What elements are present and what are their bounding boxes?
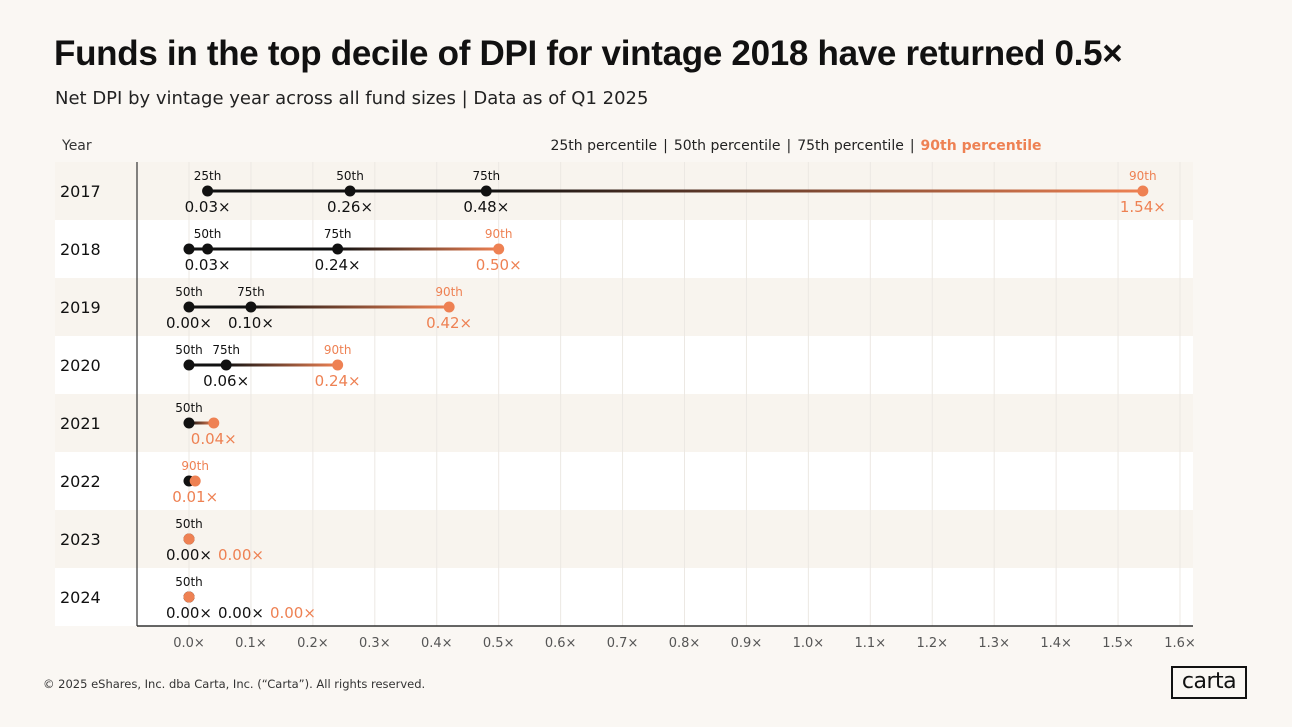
chart-title: Funds in the top decile of DPI for vinta… bbox=[54, 34, 1123, 73]
legend-item-50th: 50th percentile bbox=[673, 138, 781, 154]
x-tick-label: 0.4× bbox=[421, 636, 453, 651]
dot-50th bbox=[183, 359, 195, 371]
dot-25th bbox=[202, 185, 214, 197]
dot-50th bbox=[183, 417, 195, 429]
percentile-label: 50th bbox=[175, 517, 203, 531]
x-tick-label: 0.3× bbox=[359, 636, 391, 651]
x-tick-label: 0.9× bbox=[731, 636, 763, 651]
value-label: 0.48× bbox=[463, 198, 509, 216]
x-tick-label: 0.5× bbox=[483, 636, 515, 651]
percentile-label: 75th bbox=[324, 227, 352, 241]
value-label: 0.24× bbox=[315, 256, 361, 274]
dot-90th bbox=[183, 591, 195, 603]
dot-90th bbox=[332, 359, 344, 371]
percentile-label: 90th bbox=[324, 343, 352, 357]
dot-50th bbox=[344, 185, 356, 197]
percentile-label: 75th bbox=[212, 343, 240, 357]
dot-90th bbox=[443, 301, 455, 313]
value-label: 0.00× bbox=[166, 604, 212, 622]
legend-item-90th: 90th percentile bbox=[920, 138, 1042, 154]
dot-50th bbox=[183, 301, 195, 313]
dot-75th bbox=[245, 301, 257, 313]
year-label: 2021 bbox=[60, 414, 101, 433]
x-tick-label: 0.0× bbox=[173, 636, 205, 651]
value-label: 0.00× bbox=[218, 546, 264, 564]
percentile-label: 50th bbox=[336, 169, 364, 183]
percentile-label: 50th bbox=[175, 343, 203, 357]
dot-90th bbox=[189, 475, 201, 487]
percentile-label: 50th bbox=[194, 227, 222, 241]
row-band bbox=[55, 510, 1193, 568]
dot-90th bbox=[208, 417, 220, 429]
value-label: 0.01× bbox=[172, 488, 218, 506]
value-label: 0.03× bbox=[185, 198, 231, 216]
year-label: 2024 bbox=[60, 588, 101, 607]
value-label: 0.00× bbox=[166, 546, 212, 564]
value-label: 1.54× bbox=[1120, 198, 1166, 216]
value-label: 0.24× bbox=[315, 372, 361, 390]
x-tick-label: 0.2× bbox=[297, 636, 329, 651]
value-label: 0.03× bbox=[185, 256, 231, 274]
value-label: 0.00× bbox=[270, 604, 316, 622]
copyright-footer: © 2025 eShares, Inc. dba Carta, Inc. (“C… bbox=[43, 677, 426, 691]
x-tick-label: 0.6× bbox=[545, 636, 577, 651]
value-label: 0.42× bbox=[426, 314, 472, 332]
x-tick-label: 1.6× bbox=[1164, 636, 1196, 651]
year-label: 2022 bbox=[60, 472, 101, 491]
percentile-label: 50th bbox=[175, 285, 203, 299]
legend-item-75th: 75th percentile bbox=[797, 138, 904, 154]
percentile-label: 90th bbox=[485, 227, 513, 241]
x-tick-label: 0.8× bbox=[669, 636, 701, 651]
x-tick-label: 0.1× bbox=[235, 636, 267, 651]
value-label: 0.00× bbox=[166, 314, 212, 332]
percentile-label: 75th bbox=[237, 285, 265, 299]
legend-item-25th: 25th percentile bbox=[550, 138, 658, 154]
x-tick-label: 1.3× bbox=[978, 636, 1010, 651]
percentile-label: 90th bbox=[1129, 169, 1157, 183]
dot-75th bbox=[220, 359, 232, 371]
percentile-label: 90th bbox=[435, 285, 463, 299]
value-label: 0.04× bbox=[191, 430, 237, 448]
year-label: 2023 bbox=[60, 530, 101, 549]
dot-90th bbox=[183, 533, 195, 545]
percentile-label: 75th bbox=[473, 169, 501, 183]
chart-subtitle: Net DPI by vintage year across all fund … bbox=[55, 88, 649, 109]
legend: 25th percentile | 50th percentile | 75th per… bbox=[550, 138, 1042, 154]
dot-75th bbox=[480, 185, 492, 197]
x-tick-label: 1.1× bbox=[855, 636, 887, 651]
value-label: 0.00× bbox=[218, 604, 264, 622]
year-label: 2018 bbox=[60, 240, 101, 259]
year-label: 2019 bbox=[60, 298, 101, 317]
x-tick-label: 0.7× bbox=[607, 636, 639, 651]
row-band bbox=[55, 394, 1193, 452]
percentile-label: 90th bbox=[181, 459, 209, 473]
year-column-header: Year bbox=[62, 138, 92, 154]
year-label: 2020 bbox=[60, 356, 101, 375]
dot-90th bbox=[1137, 185, 1149, 197]
row-band bbox=[55, 568, 1193, 626]
percentile-label: 50th bbox=[175, 401, 203, 415]
percentile-label: 25th bbox=[194, 169, 222, 183]
value-label: 0.06× bbox=[203, 372, 249, 390]
percentile-label: 50th bbox=[175, 575, 203, 589]
dot-25th bbox=[183, 243, 195, 255]
year-label: 2017 bbox=[60, 182, 101, 201]
dot-75th bbox=[332, 243, 344, 255]
dot-50th bbox=[202, 243, 214, 255]
value-label: 0.26× bbox=[327, 198, 373, 216]
x-tick-label: 1.2× bbox=[916, 636, 948, 651]
row-band bbox=[55, 452, 1193, 510]
carta-logo: carta bbox=[1171, 666, 1247, 699]
value-label: 0.50× bbox=[476, 256, 522, 274]
x-tick-label: 1.0× bbox=[793, 636, 825, 651]
dot-90th bbox=[493, 243, 505, 255]
value-label: 0.10× bbox=[228, 314, 274, 332]
x-tick-label: 1.4× bbox=[1040, 636, 1072, 651]
x-tick-label: 1.5× bbox=[1102, 636, 1134, 651]
